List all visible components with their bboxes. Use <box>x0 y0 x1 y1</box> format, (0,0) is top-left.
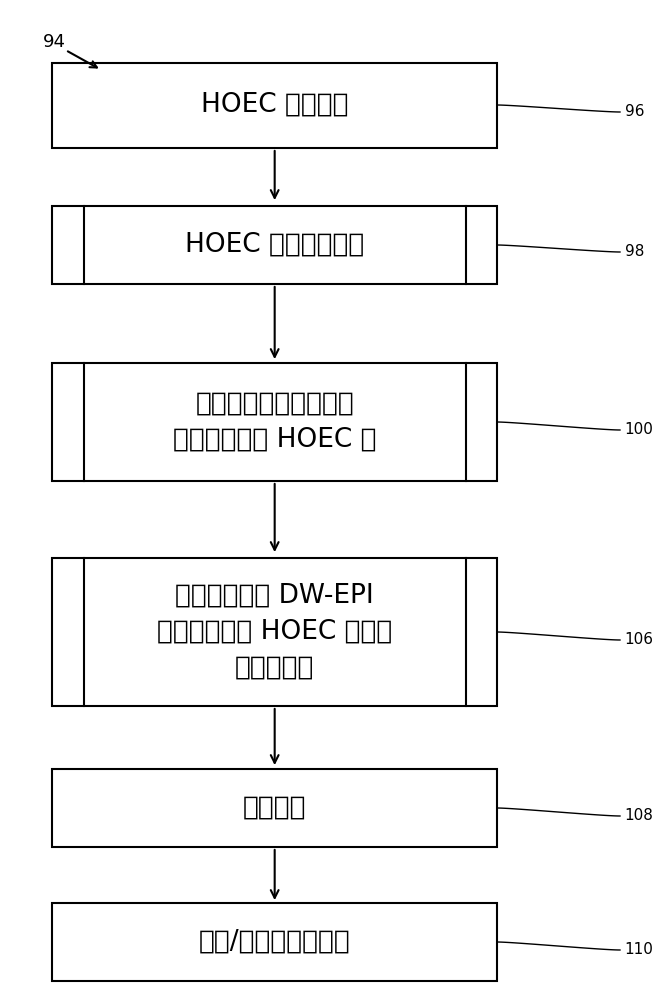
Text: 96: 96 <box>625 104 644 119</box>
Text: 图像重构: 图像重构 <box>243 795 307 821</box>
Bar <box>52 62 497 147</box>
Bar <box>52 363 497 481</box>
Text: 显示/存储重构的图像: 显示/存储重构的图像 <box>199 929 351 955</box>
Text: 94: 94 <box>43 33 65 51</box>
Text: 在扫描期间对 DW-EPI
脉冲序列施加 HOEC 校正，
以获取数据: 在扫描期间对 DW-EPI 脉冲序列施加 HOEC 校正， 以获取数据 <box>157 583 392 681</box>
Text: 110: 110 <box>625 942 653 958</box>
Text: 100: 100 <box>625 422 653 438</box>
Text: 108: 108 <box>625 808 653 824</box>
Text: 计算包括倾斜平面操纵
的协议有关的 HOEC 项: 计算包括倾斜平面操纵 的协议有关的 HOEC 项 <box>173 391 377 453</box>
Text: 98: 98 <box>625 244 644 259</box>
Bar <box>52 769 497 847</box>
Text: HOEC 校准扫描: HOEC 校准扫描 <box>201 92 349 118</box>
Text: 106: 106 <box>625 633 653 648</box>
Text: HOEC 校准数据处理: HOEC 校准数据处理 <box>185 232 364 258</box>
Bar <box>52 558 497 706</box>
Bar <box>52 903 497 981</box>
Bar <box>52 206 497 284</box>
